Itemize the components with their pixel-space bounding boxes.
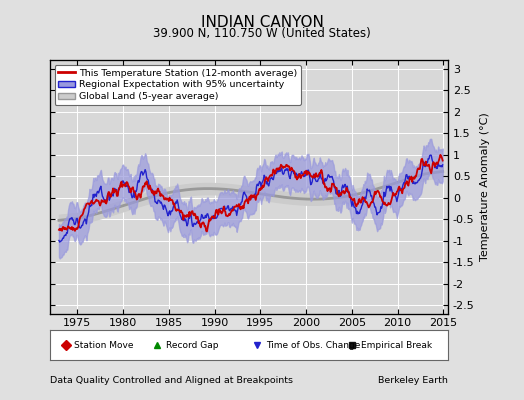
Legend: This Temperature Station (12-month average), Regional Expectation with 95% uncer: This Temperature Station (12-month avera… [54,65,301,105]
Text: Data Quality Controlled and Aligned at Breakpoints: Data Quality Controlled and Aligned at B… [50,376,293,385]
Y-axis label: Temperature Anomaly (°C): Temperature Anomaly (°C) [480,113,490,261]
Text: Record Gap: Record Gap [166,340,219,350]
Text: INDIAN CANYON: INDIAN CANYON [201,15,323,30]
Text: Berkeley Earth: Berkeley Earth [378,376,448,385]
Text: Empirical Break: Empirical Break [361,340,432,350]
Text: 39.900 N, 110.750 W (United States): 39.900 N, 110.750 W (United States) [153,27,371,40]
Text: Time of Obs. Change: Time of Obs. Change [266,340,360,350]
Text: Station Move: Station Move [74,340,134,350]
